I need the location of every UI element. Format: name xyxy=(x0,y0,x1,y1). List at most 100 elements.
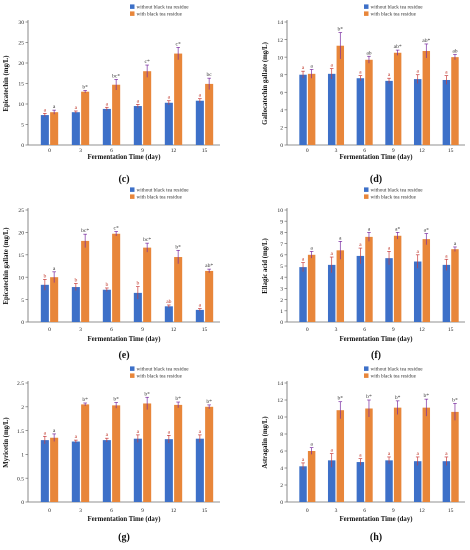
x-tick-label: 6 xyxy=(363,148,366,154)
significance-label: b* xyxy=(452,397,458,403)
bar-without xyxy=(413,261,422,322)
legend-label: with black tea residue xyxy=(137,195,183,201)
y-tick-label: 2 xyxy=(280,126,283,132)
legend-label: without black tea residue xyxy=(137,367,190,373)
x-tick-label: 0 xyxy=(48,327,51,333)
bar-without xyxy=(71,287,80,322)
y-tick-label: 7 xyxy=(280,242,283,248)
significance-label: a xyxy=(75,434,78,440)
bar-without xyxy=(102,289,111,322)
y-tick-label: 20 xyxy=(18,61,24,67)
significance-label: a xyxy=(454,241,457,247)
x-axis-label: Fermentation Time (day) xyxy=(88,336,161,343)
y-tick-label: 10 xyxy=(277,55,283,61)
bar-with xyxy=(336,45,345,145)
significance-label: a xyxy=(44,430,47,436)
legend-swatch xyxy=(130,187,135,192)
legend-swatch xyxy=(364,187,369,192)
x-tick-label: 3 xyxy=(335,508,338,514)
bar-with xyxy=(393,52,402,145)
bar-with xyxy=(365,59,373,145)
legend-swatch xyxy=(364,366,369,371)
x-tick-label: 15 xyxy=(202,148,208,154)
bar-without xyxy=(40,115,49,145)
y-tick-label: 5 xyxy=(21,123,24,129)
significance-label: b xyxy=(136,281,139,287)
significance-label: a xyxy=(75,105,78,111)
x-tick-label: 15 xyxy=(202,508,208,514)
significance-label: c* xyxy=(114,226,119,232)
y-tick-label: 0 xyxy=(21,143,24,149)
y-tick-label: 1 xyxy=(21,453,24,459)
panel-caption: (d) xyxy=(370,174,382,185)
bar-with xyxy=(336,250,345,322)
significance-label: a xyxy=(137,98,140,104)
x-axis-label: Fermentation Time (day) xyxy=(88,516,161,523)
bar-with xyxy=(205,83,214,145)
y-tick-label: 0 xyxy=(280,143,283,149)
y-tick-label: 6 xyxy=(280,253,283,259)
bar-without xyxy=(385,460,393,502)
significance-label: a xyxy=(302,65,305,71)
y-tick-label: 15 xyxy=(18,253,24,259)
significance-label: a xyxy=(137,429,140,435)
y-tick-label: 8 xyxy=(280,432,283,438)
significance-label: a xyxy=(106,432,109,438)
significance-label: a xyxy=(368,226,371,232)
x-tick-label: 3 xyxy=(335,148,338,154)
panel-caption: (f) xyxy=(371,350,381,361)
significance-label: b* xyxy=(82,397,88,403)
bar-without xyxy=(299,74,307,145)
bar-with xyxy=(50,437,59,502)
legend-swatch xyxy=(130,373,135,378)
y-tick-label: 6 xyxy=(280,449,283,455)
significance-label: a xyxy=(199,429,202,435)
x-axis-label: Fermentation Time (day) xyxy=(340,336,413,343)
bar-with xyxy=(143,71,152,145)
bar-without xyxy=(102,108,111,145)
bar-with xyxy=(50,277,59,322)
bar-with xyxy=(393,235,402,322)
bar-with xyxy=(365,236,373,322)
significance-label: a xyxy=(168,95,171,101)
significance-label: a xyxy=(416,451,419,457)
bar-without xyxy=(164,306,173,322)
y-tick-label: 10 xyxy=(277,208,283,214)
y-axis-label: Astragalin (mg/L) xyxy=(262,416,269,468)
significance-label: a xyxy=(53,266,56,272)
significance-label: a xyxy=(106,101,109,107)
y-tick-label: 4 xyxy=(280,108,283,114)
y-tick-label: 15 xyxy=(18,82,24,88)
y-tick-label: 2 xyxy=(280,483,283,489)
y-tick-label: 1.5 xyxy=(17,429,24,435)
legend-swatch xyxy=(130,366,135,371)
significance-label: a xyxy=(445,253,448,259)
bar-without xyxy=(385,258,393,322)
y-axis-label: Myricetin (mg/L) xyxy=(3,417,10,467)
significance-label: a xyxy=(330,251,333,257)
significance-label: b* xyxy=(338,396,344,402)
significance-label: ab xyxy=(366,50,371,56)
legend-swatch xyxy=(130,4,135,9)
significance-label: b* xyxy=(175,244,181,250)
y-tick-label: 0 xyxy=(280,320,283,326)
x-tick-label: 3 xyxy=(79,148,82,154)
bar-without xyxy=(71,441,80,502)
y-axis-label: Gallocatechin gallate (mg/L) xyxy=(262,42,269,125)
significance-label: a xyxy=(388,72,391,78)
y-tick-label: 8 xyxy=(280,231,283,237)
bar-with xyxy=(422,50,431,145)
bar-without xyxy=(442,461,451,502)
x-axis-label: Fermentation Time (day) xyxy=(340,154,413,161)
y-tick-label: 12 xyxy=(277,38,283,44)
significance-label: a xyxy=(310,245,313,251)
x-tick-label: 12 xyxy=(171,508,177,514)
x-tick-label: 12 xyxy=(419,327,425,333)
bar-without xyxy=(356,255,365,322)
bar-with xyxy=(422,239,431,322)
bar-with xyxy=(451,411,459,502)
